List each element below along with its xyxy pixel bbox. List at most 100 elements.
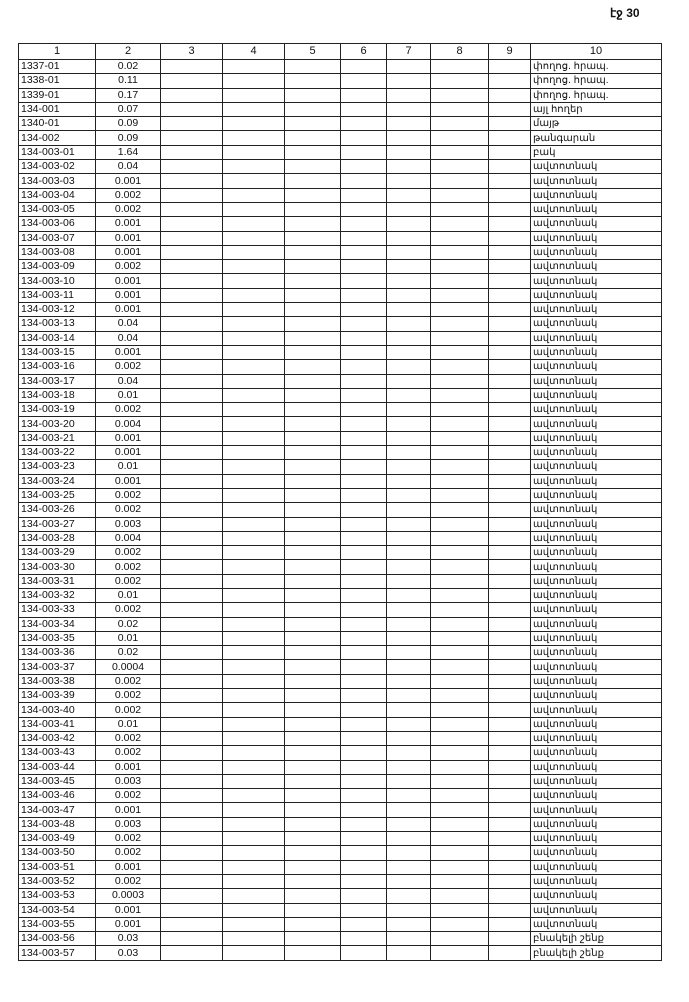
empty-cell — [386, 831, 431, 847]
empty-cell — [386, 116, 431, 132]
empty-cell — [340, 888, 387, 904]
empty-cell — [488, 416, 531, 432]
empty-cell — [430, 630, 489, 647]
area-cell: 0.002 — [95, 702, 161, 718]
empty-cell — [222, 187, 285, 203]
table-row: 134-003-25 0.002 ավտոտնակ — [18, 487, 662, 504]
empty-cell — [160, 359, 223, 375]
empty-cell — [488, 144, 531, 161]
empty-cell — [488, 773, 531, 790]
empty-cell — [430, 745, 489, 761]
empty-cell — [488, 459, 531, 475]
parcel-code-cell: 134-003-19 — [18, 402, 96, 418]
empty-cell — [160, 259, 223, 275]
table-row: 134-003-08 0.001 ավտոտնակ — [18, 244, 662, 261]
area-cell: 0.002 — [95, 745, 161, 761]
empty-cell — [284, 287, 341, 304]
empty-cell — [222, 716, 285, 732]
empty-cell — [430, 702, 489, 718]
empty-cell — [430, 273, 489, 289]
table-row: 134-003-36 0.02 ավտոտնակ — [18, 645, 662, 661]
empty-cell — [160, 430, 223, 447]
empty-cell — [430, 302, 489, 318]
empty-cell — [284, 773, 341, 790]
empty-cell — [488, 101, 531, 118]
empty-cell — [284, 359, 341, 375]
empty-cell — [488, 116, 531, 132]
empty-cell — [386, 659, 431, 675]
table-row: 134-003-41 0.01 ավտոտնակ — [18, 716, 662, 732]
table-row: 134-003-07 0.001 ավտոտնակ — [18, 230, 662, 246]
empty-cell — [488, 602, 531, 618]
table-row: 134-003-32 0.01 ավտոտնակ — [18, 587, 662, 604]
empty-cell — [386, 773, 431, 790]
empty-cell — [284, 902, 341, 918]
empty-cell — [488, 287, 531, 304]
empty-cell — [160, 287, 223, 304]
empty-cell — [340, 931, 387, 947]
area-cell: 0.001 — [95, 759, 161, 775]
empty-cell — [284, 502, 341, 518]
table-row: 134-001 0.07 այլ հողեր — [18, 101, 662, 118]
parcel-code-cell: 134-003-01 — [18, 144, 96, 161]
empty-cell — [488, 130, 531, 146]
land-use-cell: ավտոտնակ — [530, 216, 662, 232]
parcel-code-cell: 134-003-20 — [18, 416, 96, 432]
col-header-6: 6 — [340, 43, 387, 60]
empty-cell — [284, 816, 341, 833]
table-row: 134-003-09 0.002 ավտոտնակ — [18, 259, 662, 275]
empty-cell — [488, 445, 531, 461]
empty-cell — [340, 173, 387, 189]
table-row: 134-003-10 0.001 ավտոտնակ — [18, 273, 662, 289]
empty-cell — [340, 616, 387, 632]
area-cell: 0.001 — [95, 473, 161, 489]
empty-cell — [430, 673, 489, 690]
area-cell: 0.001 — [95, 216, 161, 232]
empty-cell — [222, 487, 285, 504]
area-cell: 0.002 — [95, 573, 161, 589]
empty-cell — [160, 73, 223, 89]
land-use-cell: ավտոտնակ — [530, 516, 662, 532]
parcel-code-cell: 134-003-23 — [18, 459, 96, 475]
empty-cell — [340, 530, 387, 547]
empty-cell — [488, 273, 531, 289]
parcel-code-cell: 134-003-21 — [18, 430, 96, 447]
empty-cell — [222, 831, 285, 847]
land-use-cell: ավտոտնակ — [530, 459, 662, 475]
table-row: 134-003-28 0.004 ավտոտնակ — [18, 530, 662, 547]
parcel-code-cell: 134-003-57 — [18, 945, 96, 961]
empty-cell — [386, 387, 431, 404]
area-cell: 0.002 — [95, 502, 161, 518]
land-use-cell: ավտոտնակ — [530, 702, 662, 718]
empty-cell — [340, 773, 387, 790]
empty-cell — [222, 416, 285, 432]
empty-cell — [284, 430, 341, 447]
empty-cell — [340, 387, 387, 404]
empty-cell — [430, 387, 489, 404]
empty-cell — [284, 931, 341, 947]
empty-cell — [284, 716, 341, 732]
empty-cell — [386, 173, 431, 189]
empty-cell — [222, 116, 285, 132]
empty-cell — [160, 530, 223, 547]
empty-cell — [340, 373, 387, 389]
empty-cell — [430, 459, 489, 475]
area-cell: 0.002 — [95, 559, 161, 575]
table-row: 134-003-37 0.0004 ավտոտնակ — [18, 659, 662, 675]
area-cell: 0.001 — [95, 430, 161, 447]
empty-cell — [488, 73, 531, 89]
parcel-code-cell: 134-003-54 — [18, 902, 96, 918]
empty-cell — [488, 502, 531, 518]
empty-cell — [160, 130, 223, 146]
area-cell: 0.002 — [95, 788, 161, 804]
empty-cell — [386, 101, 431, 118]
table-row: 134-003-43 0.002 ավտոտնակ — [18, 745, 662, 761]
empty-cell — [430, 244, 489, 261]
empty-cell — [340, 788, 387, 804]
empty-cell — [160, 58, 223, 75]
empty-cell — [160, 788, 223, 804]
table-row: 134-003-51 0.001 ավտոտնակ — [18, 859, 662, 875]
empty-cell — [222, 602, 285, 618]
area-cell: 0.01 — [95, 587, 161, 604]
empty-cell — [488, 916, 531, 933]
